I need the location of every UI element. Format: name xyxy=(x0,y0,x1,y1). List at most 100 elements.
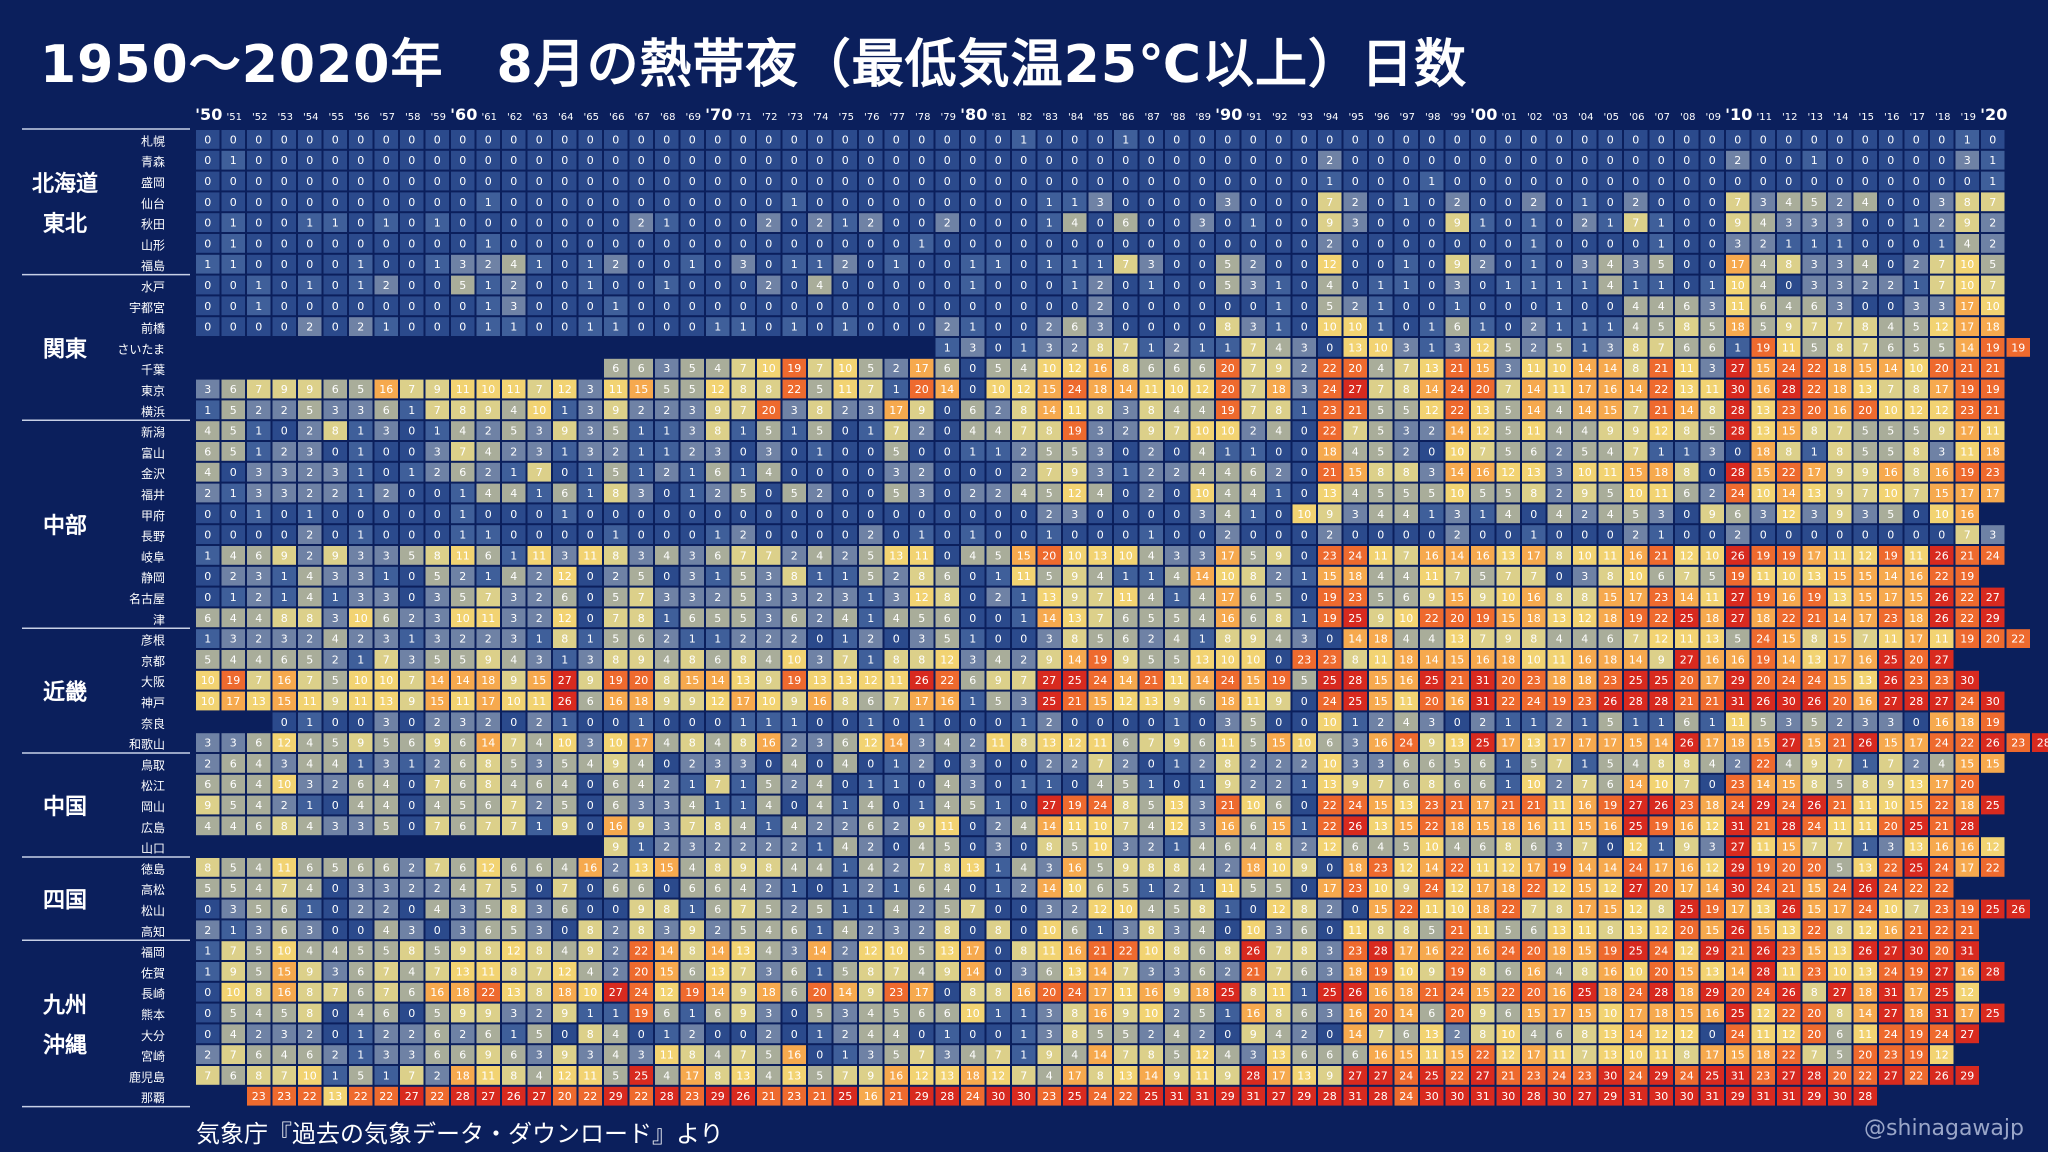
cell-value: 0 xyxy=(1275,196,1282,209)
heatmap-cell xyxy=(1904,296,1928,316)
cell-value: 13 xyxy=(252,695,266,708)
cell-value: 10 xyxy=(1119,549,1133,562)
year-label: '57 xyxy=(380,112,395,123)
cell-value: 1 xyxy=(1250,508,1257,521)
heatmap-cell xyxy=(476,130,500,149)
cell-value: 0 xyxy=(791,529,798,542)
cell-value: 0 xyxy=(434,196,441,209)
cell-value: 6 xyxy=(1454,321,1461,334)
cell-value: 6 xyxy=(536,778,543,791)
cell-value: 10 xyxy=(481,383,495,396)
cell-value: 1 xyxy=(306,217,313,230)
cell-value: 2 xyxy=(1836,196,1843,209)
cell-value: 15 xyxy=(1629,466,1643,479)
heatmap-cell xyxy=(1777,213,1801,232)
cell-value: 6 xyxy=(1607,778,1614,791)
heatmap-cell xyxy=(1420,150,1444,170)
cell-value: 0 xyxy=(1122,716,1129,729)
cell-value: 2 xyxy=(1428,425,1435,438)
heatmap-cell xyxy=(221,150,245,170)
cell-value: 14 xyxy=(1348,633,1362,646)
cell-value: 2 xyxy=(536,591,543,604)
cell-value: 2 xyxy=(638,217,645,230)
cell-value: 4 xyxy=(740,820,747,833)
cell-value: 14 xyxy=(1527,404,1541,417)
cell-value: 1 xyxy=(561,653,568,666)
cell-value: 7 xyxy=(740,549,747,562)
cell-value: 3 xyxy=(1607,341,1614,354)
cell-value: 0 xyxy=(995,279,1002,292)
cell-value: 0 xyxy=(1020,279,1027,292)
cell-value: 1 xyxy=(1148,778,1155,791)
cell-value: 8 xyxy=(1071,633,1078,646)
heatmap-cell xyxy=(1394,234,1418,253)
heatmap-cell xyxy=(1726,358,1750,378)
heatmap-cell xyxy=(1292,150,1316,170)
cell-value: 22 xyxy=(1935,570,1949,583)
cell-value: 1 xyxy=(1148,570,1155,583)
cell-value: 1 xyxy=(255,279,262,292)
cell-value: 0 xyxy=(408,321,415,334)
cell-value: 0 xyxy=(714,258,721,271)
cell-value: 2 xyxy=(1020,466,1027,479)
heatmap-cell xyxy=(1114,317,1138,336)
heatmap-cell xyxy=(1165,358,1189,378)
heatmap-cell xyxy=(1420,254,1444,274)
cell-value: 1 xyxy=(1250,445,1257,458)
cell-value: 23 xyxy=(1782,404,1796,417)
cell-value: 16 xyxy=(1093,362,1107,375)
heatmap-cell xyxy=(502,130,526,149)
heatmap-cell xyxy=(578,213,602,232)
cell-value: 12 xyxy=(1501,466,1515,479)
cell-value: 14 xyxy=(1195,674,1209,687)
heatmap-cell xyxy=(757,275,781,295)
cell-value: 7 xyxy=(714,778,721,791)
cell-value: 4 xyxy=(1607,508,1614,521)
cell-value: 6 xyxy=(1173,362,1180,375)
cell-value: 21 xyxy=(1807,612,1821,625)
cell-value: 8 xyxy=(1428,778,1435,791)
cell-value: 0 xyxy=(1581,300,1588,313)
cell-value: 1 xyxy=(791,258,798,271)
cell-value: 0 xyxy=(1709,154,1716,167)
station-label: 札幌 xyxy=(141,133,165,148)
heatmap-cell xyxy=(553,254,577,274)
cell-value: 8 xyxy=(918,570,925,583)
cell-value: 0 xyxy=(1505,217,1512,230)
cell-value: 8 xyxy=(1352,653,1359,666)
cell-value: 0 xyxy=(893,237,900,250)
cell-value: 4 xyxy=(689,799,696,812)
cell-value: 1 xyxy=(1275,300,1282,313)
heatmap-cell xyxy=(298,317,322,336)
cell-value: 3 xyxy=(1913,300,1920,313)
cell-value: 18 xyxy=(1986,445,2000,458)
heatmap-cell xyxy=(1981,192,2005,212)
cell-value: 1 xyxy=(791,196,798,209)
cell-value: 1 xyxy=(587,487,594,500)
heatmap-cell xyxy=(349,130,373,149)
heatmap-cell xyxy=(247,296,271,316)
heatmap-cell xyxy=(272,171,296,191)
heatmap-cell xyxy=(604,171,628,191)
cell-value: 1 xyxy=(918,716,925,729)
cell-value: 12 xyxy=(1195,383,1209,396)
heatmap-cell xyxy=(1777,275,1801,295)
heatmap-cell xyxy=(884,358,908,378)
cell-value: 8 xyxy=(1275,841,1282,854)
cell-value: 2 xyxy=(969,487,976,500)
cell-value: 0 xyxy=(1581,154,1588,167)
cell-value: 1 xyxy=(306,279,313,292)
heatmap-cell xyxy=(1343,338,1367,357)
cell-value: 0 xyxy=(1199,321,1206,334)
cell-value: 0 xyxy=(1607,841,1614,854)
cell-value: 5 xyxy=(1913,341,1920,354)
cell-value: 1 xyxy=(1556,279,1563,292)
cell-value: 3 xyxy=(1352,737,1359,750)
cell-value: 16 xyxy=(1527,591,1541,604)
cell-value: 13 xyxy=(1374,820,1388,833)
cell-value: 3 xyxy=(1964,154,1971,167)
heatmap-cell xyxy=(1012,338,1036,357)
cell-value: 31 xyxy=(1731,695,1745,708)
cell-value: 6 xyxy=(1760,300,1767,313)
heatmap-cell xyxy=(808,275,832,295)
